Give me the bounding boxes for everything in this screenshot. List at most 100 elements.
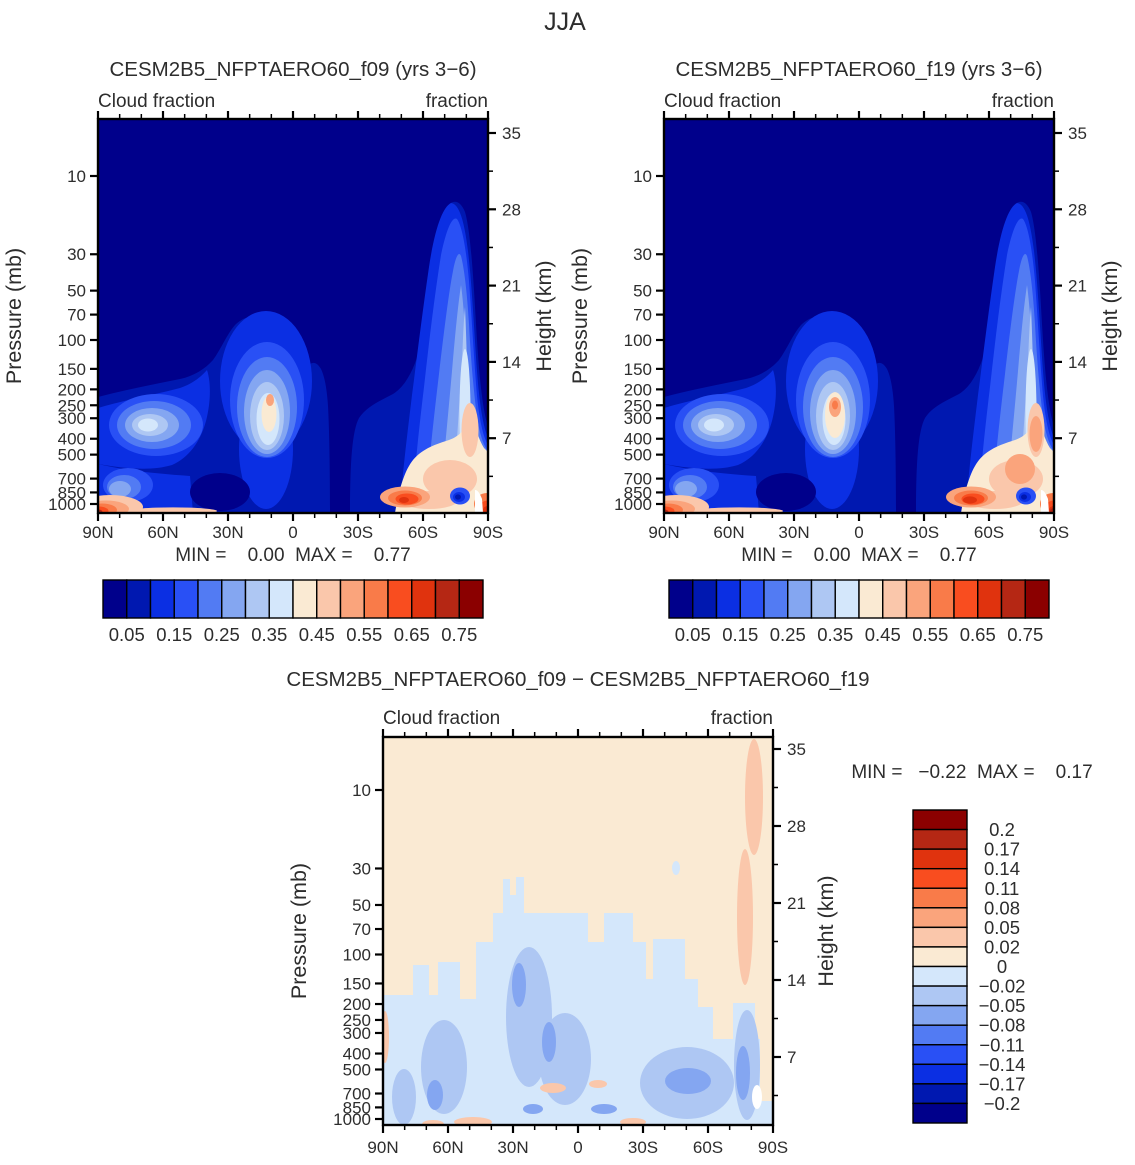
lat-tick-label: 0 — [573, 1138, 582, 1157]
colorbar-label: 0.55 — [912, 624, 948, 645]
pressure-tick-label: 400 — [343, 1045, 371, 1064]
height-tick-label: 7 — [502, 429, 511, 448]
panel1-colorbar: 0.05 0.15 0.25 0.35 0.45 0.55 0.65 0.75 — [102, 579, 484, 645]
contour-region — [832, 400, 838, 410]
colorbar-swatch — [912, 1063, 968, 1085]
panel1-top-axis-label-left: Cloud fraction — [98, 91, 215, 112]
panel3-minmax-label: MIN = −0.22 MAX = 0.17 — [851, 762, 1092, 783]
contour-region — [540, 1083, 566, 1093]
pressure-tick-label: 150 — [343, 974, 371, 993]
panel2-plot: 90N 60N 30N 0 30S 60S 90S103050701001502002503… — [614, 111, 1087, 542]
colorbar-label: −0.17 — [979, 1073, 1026, 1094]
lat-tick-label: 0 — [854, 523, 863, 542]
colorbar-label: 0.35 — [251, 624, 287, 645]
colorbar-swatch — [810, 579, 836, 619]
colorbar-swatch — [912, 907, 968, 929]
pressure-tick-label: 100 — [58, 331, 86, 350]
lat-tick-label: 30S — [628, 1138, 658, 1157]
colorbar-label: 0.25 — [770, 624, 806, 645]
height-tick-label: 7 — [1068, 429, 1077, 448]
colorbar-swatch — [912, 1024, 968, 1046]
colorbar-swatch — [912, 926, 968, 948]
lat-tick-label: 0 — [288, 523, 297, 542]
pressure-tick-label: 150 — [624, 360, 652, 379]
height-tick-label: 21 — [502, 277, 521, 296]
contour-region — [266, 394, 274, 406]
colorbar-label: −0.02 — [979, 976, 1026, 997]
colorbar-swatch — [316, 579, 342, 619]
pressure-tick-label: 300 — [343, 1024, 371, 1043]
contour-region — [399, 497, 409, 503]
colorbar-label: −0.14 — [979, 1054, 1026, 1075]
panel2-top-axis-label-right: fraction — [992, 91, 1054, 112]
colorbar-label: 0.75 — [1007, 624, 1043, 645]
height-tick-label: 28 — [787, 817, 806, 836]
contour-region — [190, 473, 250, 511]
contour-region — [1021, 494, 1027, 500]
panel2-pressure-axis-title: Pressure (mb) — [568, 248, 592, 384]
colorbar-label: 0.65 — [960, 624, 996, 645]
contour-region — [665, 1068, 711, 1094]
contour-region — [523, 1104, 543, 1114]
contour-region — [129, 507, 217, 513]
colorbar-label: 0 — [997, 956, 1007, 977]
lat-tick-label: 60S — [974, 523, 1004, 542]
colorbar-label: 0.14 — [984, 858, 1020, 879]
pressure-tick-label: 850 — [58, 483, 86, 502]
pressure-tick-label: 400 — [624, 430, 652, 449]
colorbar-swatch — [363, 579, 389, 619]
colorbar-label: 0.45 — [865, 624, 901, 645]
contour-region — [475, 490, 483, 513]
contour-region — [745, 739, 763, 855]
colorbar-swatch — [882, 579, 908, 619]
colorbar-swatch — [739, 579, 765, 619]
figure-title: JJA — [544, 8, 586, 36]
colorbar-swatch — [1024, 579, 1050, 619]
colorbar-swatch — [268, 579, 294, 619]
pressure-tick-label: 400 — [58, 430, 86, 449]
pressure-tick-label: 50 — [633, 282, 652, 301]
panel1-height-axis-title: Height (km) — [532, 260, 556, 371]
colorbar-swatch — [953, 579, 979, 619]
colorbar-swatch — [858, 579, 884, 619]
colorbar-label: −0.05 — [979, 995, 1026, 1016]
pressure-tick-label: 250 — [624, 396, 652, 415]
colorbar-swatch — [668, 579, 694, 619]
contour-region — [427, 1080, 443, 1110]
lat-tick-label: 30N — [497, 1138, 528, 1157]
height-tick-label: 35 — [787, 740, 806, 759]
pressure-tick-label: 500 — [58, 446, 86, 465]
contour-region — [737, 849, 753, 985]
contour-region — [512, 963, 526, 1007]
colorbar-swatch — [126, 579, 152, 619]
colorbar-swatch — [912, 1044, 968, 1066]
contour-region — [542, 1022, 556, 1062]
colorbar-swatch — [912, 1083, 968, 1105]
lat-tick-label: 90N — [367, 1138, 398, 1157]
contour-region — [461, 403, 479, 457]
colorbar-swatch — [387, 579, 413, 619]
lat-tick-label: 30N — [778, 523, 809, 542]
lat-tick-label: 30S — [909, 523, 939, 542]
pressure-tick-label: 70 — [67, 306, 86, 325]
colorbar-label: 0.05 — [109, 624, 145, 645]
pressure-tick-label: 50 — [352, 896, 371, 915]
colorbar-swatch — [411, 579, 437, 619]
colorbar-label: −0.08 — [979, 1015, 1026, 1036]
panel3-height-axis-title: Height (km) — [814, 875, 838, 986]
panel3-top-axis-label-right: fraction — [711, 708, 773, 729]
colorbar-swatch — [173, 579, 199, 619]
colorbar-swatch — [292, 579, 318, 619]
lat-tick-label: 30N — [212, 523, 243, 542]
contour-region — [736, 1046, 750, 1100]
pressure-tick-label: 250 — [343, 1011, 371, 1030]
pressure-tick-label: 700 — [343, 1085, 371, 1104]
contour-region — [483, 506, 488, 513]
height-tick-label: 14 — [787, 971, 806, 990]
lat-tick-label: 90N — [82, 523, 113, 542]
colorbar-swatch — [912, 965, 968, 987]
colorbar-label: −0.11 — [979, 1034, 1024, 1055]
colorbar-label: 0.75 — [441, 624, 477, 645]
colorbar-swatch — [929, 579, 955, 619]
